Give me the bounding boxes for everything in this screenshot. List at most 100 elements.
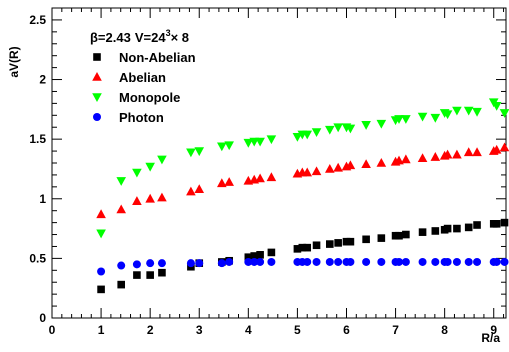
- monopole-point: [217, 142, 227, 152]
- annotation-volume-tail: × 8: [171, 30, 189, 45]
- non-abelian-point: [250, 252, 259, 260]
- non-abelian-point: [267, 248, 276, 257]
- abelian-point: [442, 149, 453, 159]
- monopole-point: [463, 106, 474, 116]
- abelian-point: [463, 147, 474, 157]
- photon-point: [303, 257, 312, 266]
- photon-point: [500, 257, 509, 266]
- photon-point: [186, 259, 195, 268]
- monopole-point: [361, 121, 371, 130]
- photon-point: [443, 257, 452, 266]
- photon-point: [395, 257, 404, 266]
- monopole-point: [96, 229, 106, 239]
- non-abelian-point: [146, 271, 154, 279]
- non-abelian-point: [346, 237, 355, 246]
- abelian-point: [224, 177, 234, 186]
- non-abelian-point: [492, 220, 501, 228]
- non-abelian-point: [362, 235, 370, 244]
- photon-point: [325, 257, 334, 266]
- non-abelian-point: [334, 239, 342, 247]
- abelian-point: [499, 142, 509, 152]
- abelian-point: [96, 209, 106, 219]
- photon-point: [250, 257, 259, 266]
- abelian-point: [452, 149, 462, 159]
- monopole-point: [157, 155, 167, 165]
- non-abelian-point: [97, 285, 105, 294]
- y-tick-label: 0: [39, 311, 46, 325]
- abelian-point: [116, 204, 127, 214]
- non-abelian-point: [473, 221, 481, 229]
- monopole-point: [376, 119, 387, 129]
- monopole-point: [491, 101, 502, 111]
- legend-label-non-abelian: Non-Abelian: [119, 50, 196, 65]
- monopole-point: [255, 137, 265, 147]
- monopole-point: [116, 177, 127, 186]
- photon-point: [334, 257, 343, 266]
- abelian-point: [266, 172, 277, 182]
- non-abelian-point: [453, 224, 461, 233]
- parameter-annotation: β=2.43 V=243× 8: [90, 28, 189, 45]
- x-tick-label: 0: [49, 323, 56, 337]
- abelian-point: [157, 192, 167, 202]
- legend-marker-abelian: [92, 72, 102, 81]
- marks-layer: [96, 98, 509, 294]
- abelian-point: [401, 154, 411, 164]
- abelian-point: [491, 144, 502, 154]
- non-abelian-point: [377, 234, 386, 242]
- non-abelian-point: [464, 223, 473, 232]
- y-tick-label: 2: [39, 73, 46, 87]
- monopole-point: [132, 168, 142, 178]
- monopole-point: [324, 125, 335, 135]
- x-tick-label: 3: [196, 323, 203, 337]
- y-tick-label: 0.5: [29, 251, 46, 265]
- abelian-point: [430, 152, 441, 161]
- abelian-point: [311, 166, 322, 176]
- non-abelian-point: [133, 271, 141, 279]
- monopole-point: [345, 124, 356, 134]
- legend-label-photon: Photon: [119, 110, 164, 125]
- monopole-point: [442, 110, 453, 120]
- monopole-point: [145, 162, 155, 172]
- photon-point: [312, 257, 321, 266]
- photon-point: [244, 257, 253, 266]
- monopole-point: [243, 138, 254, 148]
- photon-point: [97, 267, 106, 276]
- photon-point: [377, 257, 386, 266]
- x-tick-label: 8: [441, 323, 448, 337]
- abelian-point: [417, 153, 428, 163]
- photon-point: [157, 259, 166, 268]
- photon-point: [401, 257, 410, 266]
- photon-point: [267, 257, 276, 266]
- monopole-point: [394, 115, 404, 124]
- non-abelian-point: [117, 280, 126, 289]
- legend-marker-photon: [93, 113, 101, 121]
- monopole-point: [266, 135, 277, 145]
- non-abelian-point: [244, 253, 253, 261]
- monopole-point: [311, 128, 322, 137]
- x-axis-label: R/a: [481, 331, 500, 345]
- abelian-point: [324, 163, 335, 173]
- non-abelian-point: [402, 230, 410, 239]
- x-tick-label: 2: [147, 323, 154, 337]
- abelian-point: [186, 186, 196, 196]
- legend-marker-non-abelian: [93, 53, 101, 61]
- photon-point: [256, 257, 265, 266]
- photon-point: [346, 257, 355, 266]
- photon-point: [464, 257, 473, 266]
- monopole-point: [472, 107, 482, 117]
- non-abelian-point: [298, 243, 307, 252]
- monopole-point: [499, 109, 509, 118]
- legend-label-monopole: Monopole: [119, 90, 180, 105]
- y-tick-label: 1: [39, 192, 46, 206]
- monopole-point: [430, 113, 441, 123]
- photon-point: [217, 259, 226, 268]
- abelian-point: [194, 184, 205, 194]
- monopole-point: [292, 132, 303, 142]
- photon-point: [418, 257, 427, 266]
- non-abelian-point: [158, 268, 166, 277]
- non-abelian-point: [293, 245, 302, 253]
- monopole-point: [417, 112, 428, 122]
- abelian-point: [361, 159, 371, 168]
- photon-point: [492, 257, 501, 266]
